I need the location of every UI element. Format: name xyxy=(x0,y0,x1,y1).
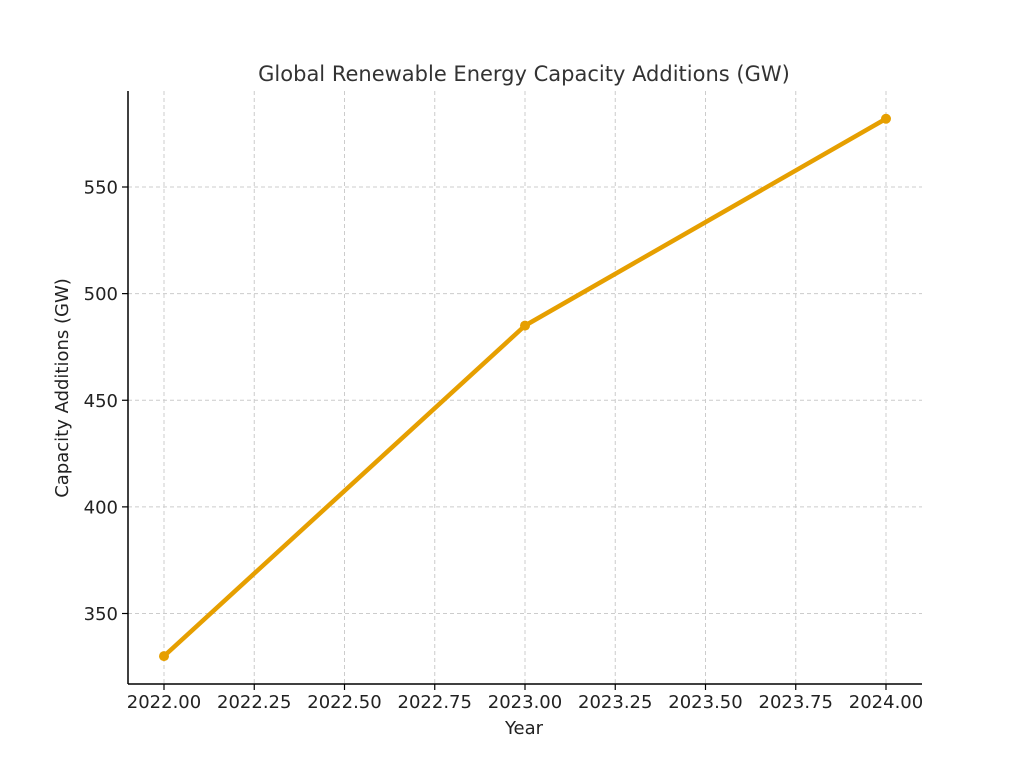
y-axis-label: Capacity Additions (GW) xyxy=(52,278,73,498)
y-tick-label: 450 xyxy=(84,391,118,412)
x-tick-label: 2023.00 xyxy=(488,692,562,713)
y-tick-label: 550 xyxy=(84,178,118,199)
y-tick-label: 350 xyxy=(84,604,118,625)
data-point xyxy=(159,651,169,662)
x-tick-label: 2023.75 xyxy=(759,692,833,713)
x-tick-label: 2022.25 xyxy=(217,692,291,713)
chart-title: Global Renewable Energy Capacity Additio… xyxy=(258,62,790,86)
series-layer xyxy=(159,113,891,662)
y-axis-ticks: 350 400 450 500 550 xyxy=(84,178,128,625)
data-point xyxy=(881,113,891,124)
x-tick-label: 2023.50 xyxy=(668,692,742,713)
x-tick-label: 2022.50 xyxy=(307,692,381,713)
grid-lines xyxy=(128,91,922,684)
x-tick-label: 2022.00 xyxy=(127,692,201,713)
x-tick-label: 2022.75 xyxy=(398,692,472,713)
x-tick-label: 2024.00 xyxy=(849,692,923,713)
x-axis-ticks: 2022.00 2022.25 2022.50 2022.75 2023.00 2023.… xyxy=(127,684,923,713)
data-point xyxy=(520,320,530,331)
x-axis-label: Year xyxy=(504,718,544,739)
x-tick-label: 2023.25 xyxy=(578,692,652,713)
y-tick-label: 400 xyxy=(84,497,118,518)
y-tick-label: 500 xyxy=(84,284,118,305)
